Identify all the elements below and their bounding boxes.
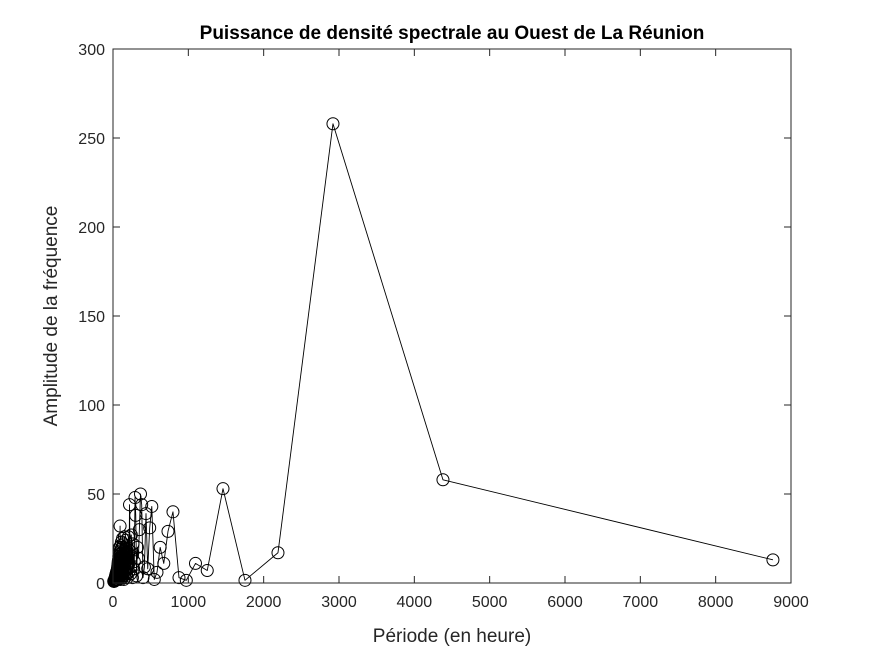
x-axis-label: Période (en heure) — [373, 626, 531, 647]
data-point — [143, 521, 157, 535]
data-point — [121, 530, 135, 544]
data-point — [150, 565, 164, 579]
y-tick-label: 0 — [96, 576, 105, 593]
x-tick-label: 2000 — [246, 594, 282, 611]
data-point — [113, 519, 127, 533]
x-tick-label: 1000 — [171, 594, 207, 611]
data-point — [188, 556, 202, 570]
data-point — [157, 556, 171, 570]
data-point — [766, 553, 780, 567]
x-tick-label: 6000 — [547, 594, 583, 611]
y-tick-label: 100 — [78, 398, 105, 415]
data-point — [137, 560, 151, 574]
y-tick-label: 150 — [78, 309, 105, 326]
x-tick-label: 8000 — [698, 594, 734, 611]
x-tick-label: 7000 — [623, 594, 659, 611]
y-tick-label: 50 — [87, 487, 105, 504]
data-point — [114, 542, 128, 556]
data-point — [123, 498, 136, 512]
data-point — [238, 573, 252, 587]
data-point — [271, 546, 285, 560]
data-point — [436, 473, 450, 487]
data-point — [172, 571, 186, 585]
data-point — [216, 482, 230, 496]
plot-area — [113, 49, 791, 583]
data-point — [326, 117, 340, 131]
axes-layer — [112, 48, 792, 584]
x-tick-label: 4000 — [397, 594, 433, 611]
x-tick-label: 9000 — [773, 594, 809, 611]
data-point — [129, 508, 143, 522]
data-point — [166, 505, 180, 519]
data-point — [161, 524, 175, 538]
x-tick-label: 3000 — [321, 594, 357, 611]
y-axis-label: Amplitude de la fréquence — [41, 206, 62, 427]
data-point — [113, 540, 127, 554]
series-layer — [107, 117, 780, 588]
tick-label-layer: 0 1000 2000 3000 4000 5000 6000 7000 8000 9000 0 50… — [78, 42, 809, 611]
x-tick-label: 0 — [109, 594, 118, 611]
data-point — [107, 574, 121, 588]
data-point — [179, 573, 193, 587]
data-point — [153, 540, 167, 554]
y-tick-label: 250 — [78, 131, 105, 148]
data-point — [136, 571, 150, 585]
y-tick-label: 200 — [78, 220, 105, 237]
chart-title: Puissance de densité spectrale au Ouest … — [200, 23, 705, 44]
data-point — [200, 564, 214, 578]
data-point — [139, 507, 153, 521]
x-tick-label: 5000 — [472, 594, 508, 611]
y-tick-label: 300 — [78, 42, 105, 59]
